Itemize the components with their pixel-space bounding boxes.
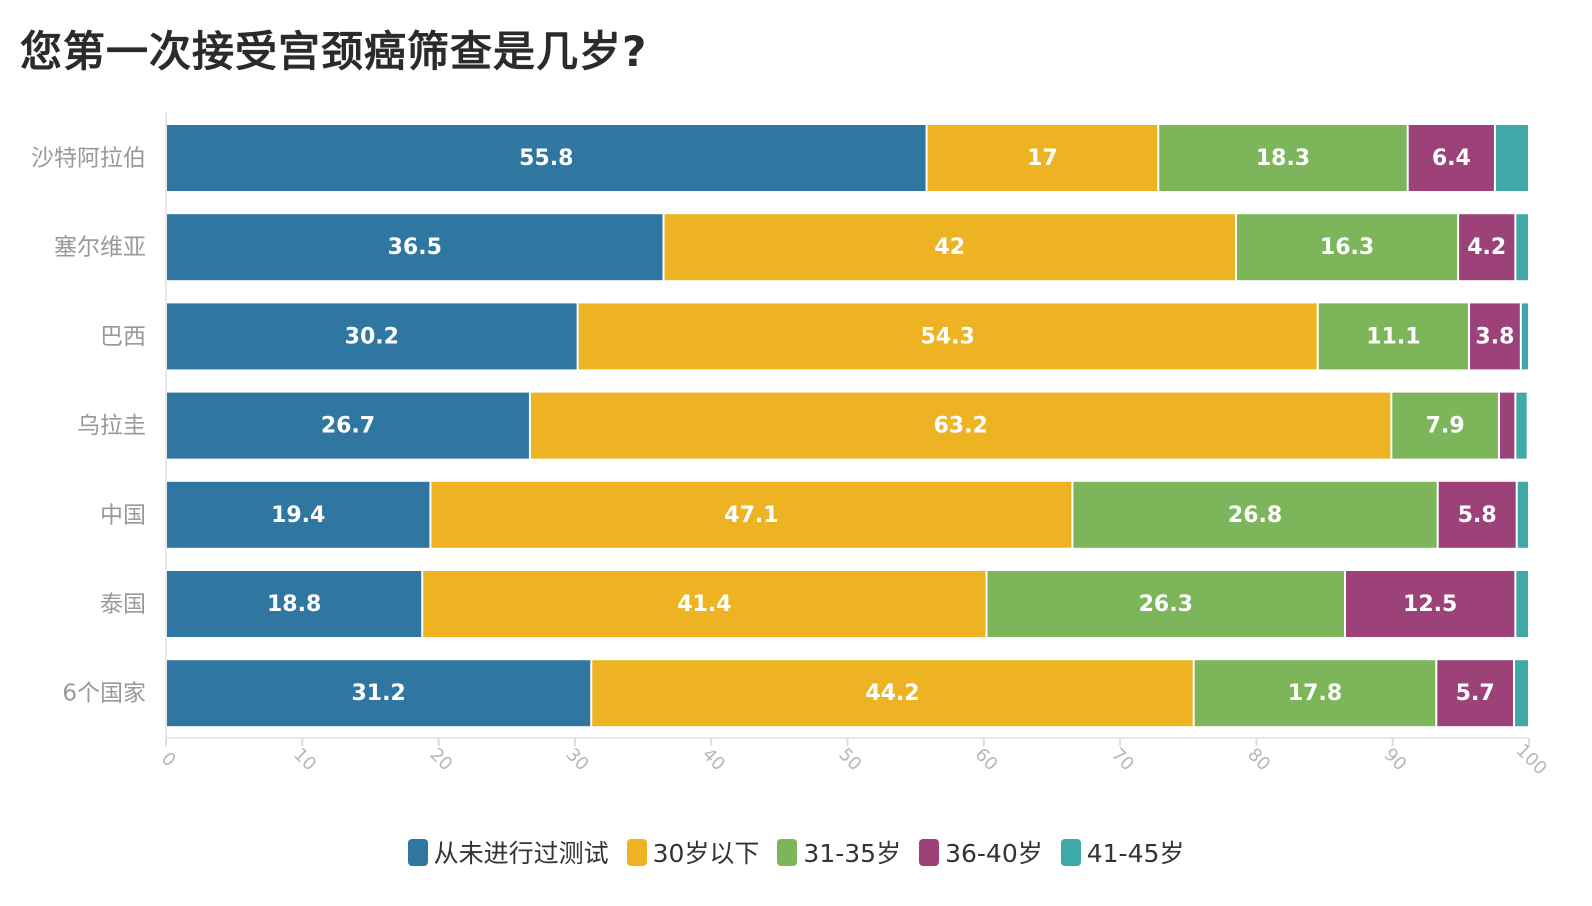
legend-label: 从未进行过测试 [433,839,609,868]
bar-segment [167,571,422,637]
x-tick-label: 40 [698,744,729,775]
bar-segment [987,571,1344,637]
bar-value-label: 41.4 [677,592,731,617]
x-tick-label: 80 [1243,744,1274,775]
category-label: 巴西 [100,324,146,350]
bar-segment [1345,571,1515,637]
x-tick-label: 60 [971,744,1002,775]
bar-value-label: 26.7 [321,414,375,439]
legend-swatch [919,838,940,866]
bar-segment [167,125,926,191]
bar-segment [578,303,1317,370]
x-tick-label: 70 [1107,744,1138,775]
bar-value-label: 17 [1027,146,1058,171]
bar-segment [1516,392,1527,459]
legend-label: 41-45岁 [1086,839,1185,868]
stacked-bar-chart: 0 10 20 30 40 50 60 70 80 90 100 沙特阿拉伯 55.8 17 18.3 6.4… [31,112,1551,779]
bar-segment [1459,214,1515,281]
bar-value-label: 44.2 [865,681,919,706]
bar-value-label: 42 [934,235,965,260]
x-tick-label: 90 [1380,744,1411,775]
bar-segment [1470,303,1520,370]
bar-segment [1236,214,1458,281]
bar-segment [431,481,1072,548]
bar-value-label: 12.5 [1403,592,1457,617]
bar-value-label: 7.9 [1426,414,1465,439]
bar-segment [1073,481,1437,548]
bar-segment [664,214,1235,281]
bar-value-label: 47.1 [724,503,778,528]
bar-value-label: 55.8 [519,146,573,171]
x-tick-label: 100 [1512,740,1551,779]
bar-value-label: 31.2 [351,681,405,706]
legend-label: 30岁以下 [652,839,760,868]
bar-segment [1408,125,1494,191]
bar-segment [167,392,529,459]
bar-segment [167,660,591,727]
x-tick-label: 20 [425,744,456,775]
bar-segment [167,303,577,370]
bar-segment [1495,125,1528,191]
bar-value-label: 16.3 [1320,235,1374,260]
bar-value-label: 18.3 [1256,146,1310,171]
bar-segment [1500,392,1515,459]
bar-segment [1521,303,1528,370]
legend-item[interactable]: 从未进行过测试 [407,834,609,870]
category-label: 乌拉圭 [77,413,146,439]
legend-item[interactable]: 30岁以下 [626,834,760,870]
bar-segment [1516,571,1528,637]
bar-value-label: 19.4 [271,503,325,528]
bar-value-label: 26.3 [1139,592,1193,617]
bar-segment [1159,125,1407,191]
legend-label: 36-40岁 [945,839,1043,868]
bar-segment [1515,660,1528,727]
bar-value-label: 4.2 [1467,235,1506,260]
x-tick-label: 0 [157,748,180,771]
category-label: 6个国家 [62,681,146,707]
bar-segment [1517,481,1528,548]
bar-segment [1437,660,1514,727]
bar-segment [592,660,1193,727]
bar-value-label: 11.1 [1366,324,1420,349]
legend-item[interactable]: 36-40岁 [919,834,1043,870]
x-tick-label: 10 [289,744,320,775]
bar-value-label: 17.8 [1288,681,1342,706]
category-label: 中国 [100,502,146,528]
legend-swatch [407,838,428,866]
bar-segment [1516,214,1528,281]
bar-segment [167,481,430,548]
legend-item[interactable]: 41-45岁 [1060,834,1185,870]
chart-title: 您第一次接受宫颈癌筛查是几岁? [20,27,648,76]
category-label: 泰国 [100,592,146,618]
x-tick-label: 30 [562,744,593,775]
bar-value-label: 30.2 [345,324,399,349]
legend-swatch [1060,838,1081,866]
category-label: 沙特阿拉伯 [31,146,146,172]
legend-swatch [777,838,798,866]
bar-value-label: 3.8 [1475,324,1514,349]
bar-segment [1318,303,1469,370]
legend-label: 31-35岁 [803,839,902,868]
bar-segment [167,214,663,281]
legend: 从未进行过测试 30岁以下 31-35岁 36-40岁 41-45岁 [0,834,1592,870]
bar-value-label: 18.8 [267,592,321,617]
bar-segment [1194,660,1436,727]
bar-segment [1438,481,1516,548]
bar-segment [530,392,1391,459]
bar-value-label: 36.5 [388,235,442,260]
bar-segment [1392,392,1499,459]
category-label: 塞尔维亚 [54,235,146,261]
bar-value-label: 6.4 [1432,146,1471,171]
bar-segment [423,571,986,637]
bar-value-label: 63.2 [933,414,987,439]
bar-value-label: 5.7 [1456,681,1495,706]
bar-value-label: 54.3 [921,324,975,349]
legend-swatch [626,838,647,866]
legend-item[interactable]: 31-35岁 [777,834,901,870]
bar-value-label: 5.8 [1458,503,1497,528]
bar-segment [927,125,1158,191]
x-tick-label: 50 [834,744,865,775]
bar-value-label: 26.8 [1228,503,1282,528]
